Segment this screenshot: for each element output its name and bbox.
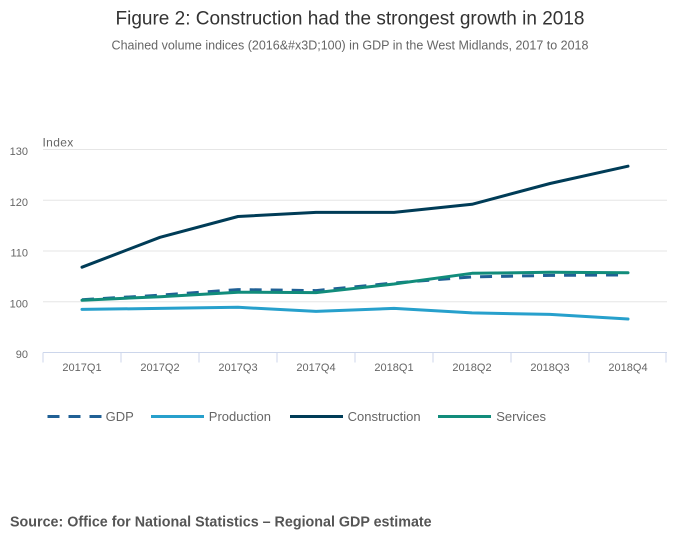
svg-text:2017Q4: 2017Q4 (296, 362, 335, 374)
svg-text:Services: Services (496, 409, 546, 424)
svg-text:2017Q1: 2017Q1 (62, 362, 101, 374)
svg-text:Index: Index (43, 136, 74, 150)
svg-text:GDP: GDP (106, 409, 134, 424)
svg-text:100: 100 (10, 298, 28, 310)
svg-text:Construction: Construction (348, 409, 421, 424)
svg-text:130: 130 (10, 146, 28, 158)
svg-text:90: 90 (16, 349, 28, 361)
svg-text:Chained volume indices (2016&#: Chained volume indices (2016&#x3D;100) i… (112, 39, 589, 53)
svg-text:2018Q2: 2018Q2 (452, 362, 491, 374)
svg-text:2017Q3: 2017Q3 (218, 362, 257, 374)
svg-text:2018Q4: 2018Q4 (608, 362, 647, 374)
svg-text:120: 120 (10, 197, 28, 209)
svg-text:Figure 2: Construction had the: Figure 2: Construction had the strongest… (116, 9, 585, 30)
svg-text:Source: Office for National St: Source: Office for National Statistics –… (10, 515, 432, 531)
svg-text:2017Q2: 2017Q2 (140, 362, 179, 374)
svg-text:2018Q1: 2018Q1 (374, 362, 413, 374)
svg-text:110: 110 (10, 248, 28, 260)
svg-text:2018Q3: 2018Q3 (530, 362, 569, 374)
svg-text:Production: Production (209, 409, 271, 424)
